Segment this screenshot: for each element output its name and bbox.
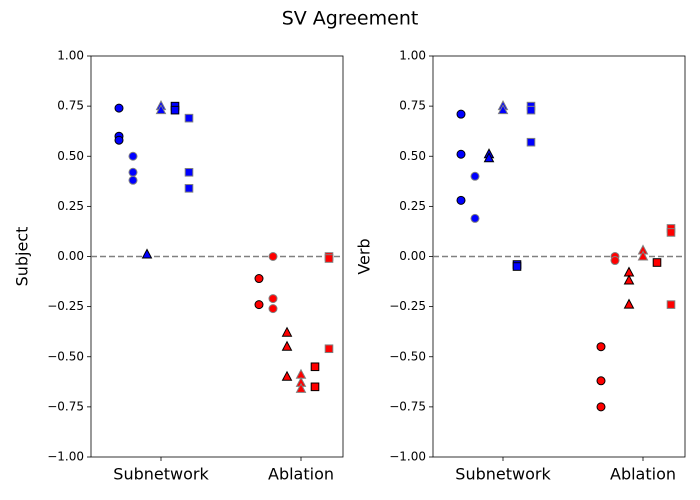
point: [268, 252, 278, 261]
point: [456, 109, 466, 119]
point: [268, 294, 278, 304]
y-tick-label: 0.75: [399, 99, 426, 113]
point: [184, 167, 194, 177]
y-tick-label: −0.25: [389, 299, 426, 313]
y-tick-label: −0.75: [47, 399, 84, 413]
point: [324, 344, 334, 354]
figure-title: SV Agreement: [282, 8, 419, 30]
point: [155, 104, 167, 115]
y-tick-label: 0.50: [57, 149, 84, 163]
point: [652, 258, 662, 267]
y-tick-label: −1.00: [389, 450, 426, 464]
point: [184, 184, 194, 193]
y-tick-label: −0.50: [47, 349, 84, 363]
point: [128, 175, 138, 185]
point: [254, 300, 264, 310]
y-tick-label: 0.25: [57, 199, 84, 213]
y-tick-label: 0.00: [57, 249, 84, 263]
point: [610, 256, 620, 266]
y-tick-label: 1.00: [399, 49, 426, 63]
point: [281, 326, 293, 337]
point: [483, 152, 495, 163]
y-tick-label: −1.00: [47, 450, 84, 464]
y-tick-label: 0.00: [399, 249, 426, 263]
x-tick-label: Subnetwork: [455, 465, 551, 484]
point: [456, 149, 466, 159]
point: [281, 340, 293, 351]
y-axis-label: Verb: [355, 238, 374, 274]
point: [128, 167, 138, 177]
point: [184, 113, 194, 123]
y-axis-label: Subject: [13, 227, 32, 287]
y-tick-label: −0.75: [389, 399, 426, 413]
point: [128, 151, 138, 161]
point: [497, 104, 509, 115]
point: [114, 103, 124, 113]
point: [268, 304, 278, 314]
point: [114, 135, 124, 145]
x-tick-label: Subnetwork: [113, 465, 209, 484]
point: [470, 213, 480, 223]
point: [141, 248, 153, 259]
point: [295, 382, 307, 393]
point: [596, 342, 606, 352]
point: [512, 262, 522, 271]
point: [470, 171, 480, 181]
point: [666, 228, 676, 237]
point: [596, 376, 606, 386]
point: [310, 382, 320, 392]
y-tick-label: 0.75: [57, 99, 84, 113]
point: [623, 298, 635, 309]
y-tick-label: 0.25: [399, 199, 426, 213]
y-tick-label: 1.00: [57, 49, 84, 63]
y-tick-label: 0.50: [399, 149, 426, 163]
point: [324, 254, 334, 263]
point: [456, 195, 466, 205]
point: [310, 362, 320, 372]
point: [623, 274, 635, 285]
point: [526, 105, 536, 115]
y-tick-label: −0.25: [47, 299, 84, 313]
y-tick-label: −0.50: [389, 349, 426, 363]
point: [281, 370, 293, 381]
point: [637, 250, 649, 261]
point: [596, 402, 606, 412]
point: [170, 105, 180, 115]
x-tick-label: Ablation: [610, 465, 676, 484]
point: [254, 274, 264, 284]
x-tick-label: Ablation: [268, 465, 334, 484]
point: [526, 137, 536, 147]
point: [666, 300, 676, 309]
